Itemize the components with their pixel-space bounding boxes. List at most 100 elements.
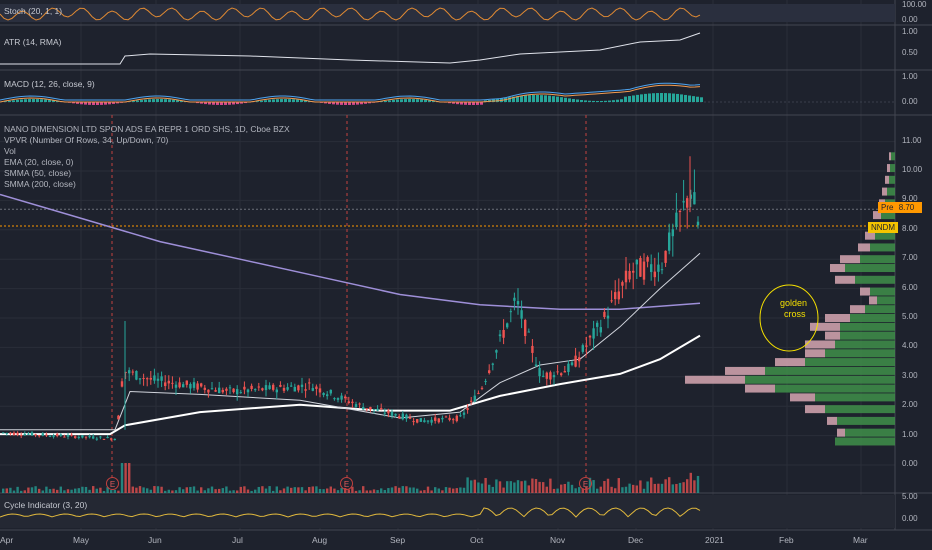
candle-body	[243, 386, 246, 390]
candle-body	[405, 414, 408, 419]
macd-histogram-bar	[96, 102, 99, 105]
macd-histogram-bar	[536, 95, 539, 102]
vpvr-up-bar	[840, 322, 895, 331]
stoch-tick-100: 100.00	[902, 0, 927, 9]
volume-bar	[610, 486, 613, 493]
legend-smma50[interactable]: SMMA (50, close)	[4, 168, 72, 178]
volume-bar	[95, 488, 98, 493]
earnings-marker-may[interactable]: E	[106, 477, 119, 490]
candle-body	[117, 415, 120, 420]
volume-bar	[506, 481, 509, 493]
vpvr-up-bar	[845, 264, 895, 273]
macd-histogram-bar	[76, 102, 79, 104]
volume-bar	[632, 484, 635, 493]
legend-smma200[interactable]: SMMA (200, close)	[4, 179, 76, 189]
vpvr-down-bar	[805, 349, 825, 358]
macd-histogram-bar	[668, 93, 671, 102]
legend-vpvr[interactable]: VPVR (Number Of Rows, 34, Up/Down, 70)	[4, 135, 169, 145]
macd-histogram-bar	[148, 99, 151, 102]
macd-histogram-bar	[284, 99, 287, 102]
macd-histogram-bar	[552, 96, 555, 102]
macd-histogram-bar	[304, 100, 307, 102]
volume-bar	[354, 490, 358, 493]
volume-bar	[408, 487, 412, 493]
candle-body	[444, 416, 448, 418]
volume-bar	[182, 489, 185, 493]
stoch-line	[0, 7, 701, 21]
macd-histogram-bar	[640, 94, 643, 102]
volume-bar	[9, 487, 12, 493]
macd-histogram-bar	[576, 99, 579, 102]
legend-ema[interactable]: EMA (20, close, 0)	[4, 157, 74, 167]
volume-bar	[502, 487, 505, 493]
volume-bar	[498, 481, 502, 493]
candle-body	[131, 371, 134, 373]
vpvr-up-bar	[825, 405, 895, 414]
vpvr-up-bar	[835, 340, 895, 349]
symbol-title: NANO DIMENSION LTD SPON ADS EA REPR 1 OR…	[4, 124, 290, 134]
vpvr-up-bar	[840, 331, 895, 340]
volume-bar	[315, 486, 318, 493]
candle-body	[218, 387, 221, 394]
earnings-marker-aug[interactable]: E	[340, 477, 353, 490]
volume-bar	[279, 490, 282, 493]
macd-histogram-bar	[292, 99, 295, 102]
candle-body	[196, 383, 199, 390]
earnings-marker-nov[interactable]: E	[579, 477, 592, 490]
candle-body	[23, 434, 26, 436]
candle-body	[495, 350, 498, 353]
vpvr-up-bar	[875, 231, 895, 240]
candle-body	[81, 435, 84, 438]
macd-histogram-bar	[652, 93, 655, 102]
volume-bar	[326, 488, 329, 493]
volume-bar	[156, 486, 160, 493]
macd-histogram-bar	[56, 100, 59, 102]
macd-histogram-bar	[112, 102, 115, 104]
macd-histogram-bar	[676, 93, 679, 102]
legend-vol[interactable]: Vol	[4, 146, 16, 156]
macd-histogram-bar	[52, 100, 55, 102]
vpvr-down-bar	[840, 255, 860, 264]
macd-histogram-bar	[560, 97, 563, 102]
volume-bar	[452, 488, 455, 493]
candle-body	[387, 410, 390, 414]
candle-body	[578, 357, 581, 362]
volume-bar	[286, 486, 289, 493]
candle-body	[282, 387, 286, 391]
macd-histogram-bar	[472, 102, 475, 105]
macd-histogram-bar	[72, 102, 75, 104]
x-tick: 2021	[705, 535, 724, 545]
pre-label: Pre	[881, 203, 894, 212]
price-tick: 0.00	[902, 459, 918, 468]
volume-bar	[668, 477, 671, 493]
volume-bar	[614, 488, 617, 493]
macd-histogram-bar	[480, 102, 483, 105]
volume-bar	[394, 486, 397, 493]
macd-histogram-bar	[580, 99, 583, 102]
candle-body	[365, 408, 368, 410]
candle-body	[315, 386, 318, 389]
candle-body	[232, 388, 235, 393]
macd-tick-1: 1.00	[902, 72, 918, 81]
candle-body	[214, 390, 217, 392]
vpvr-down-bar	[889, 152, 891, 161]
candle-body	[70, 434, 73, 436]
candle-body	[642, 261, 646, 280]
volume-bar	[5, 488, 8, 493]
candle-body	[88, 435, 91, 438]
volume-bar	[444, 487, 448, 493]
macd-histogram-bar	[636, 94, 639, 102]
vpvr-down-bar	[869, 296, 877, 305]
volume-bar	[473, 479, 476, 493]
vpvr-up-bar	[860, 255, 895, 264]
volume-bar	[59, 486, 62, 493]
macd-histogram-bar	[232, 102, 235, 105]
candle-body	[448, 417, 451, 420]
price-tick: 5.00	[902, 312, 918, 321]
macd-histogram-bar	[4, 101, 7, 102]
pre-market-badge: Pre 8.70	[878, 202, 922, 213]
candle-body	[56, 433, 59, 437]
macd-histogram-bar	[152, 99, 155, 102]
volume-bar	[135, 487, 138, 493]
